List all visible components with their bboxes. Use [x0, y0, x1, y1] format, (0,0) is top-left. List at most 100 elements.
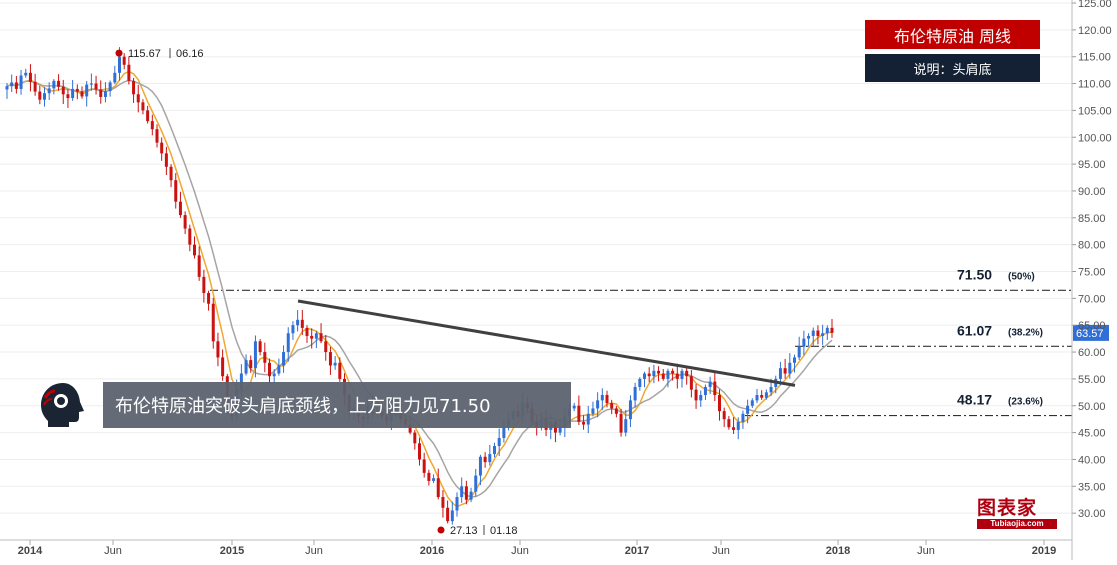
candle-body — [666, 370, 670, 379]
candle-body — [277, 365, 281, 374]
candle-body — [718, 395, 721, 412]
candle-body — [746, 405, 750, 414]
candle-body — [202, 276, 206, 293]
candle-body — [432, 478, 436, 481]
chart-title: 布伦特原油 周线 — [865, 20, 1040, 49]
headline-banner: 布伦特原油突破头肩底颈线，上方阻力见71.50 — [103, 382, 571, 428]
candle-body — [310, 335, 314, 339]
candle-body — [188, 228, 192, 245]
candle-body — [624, 419, 628, 433]
y-tick-label: 50.00 — [1078, 401, 1106, 413]
candle-body — [582, 421, 586, 425]
candle-body — [610, 403, 614, 409]
candle-body — [146, 110, 150, 122]
candle-body — [197, 255, 201, 277]
candle-body — [333, 362, 337, 366]
fib-level-price: 48.17 — [957, 392, 992, 408]
candle-body — [314, 333, 318, 339]
candle-body — [33, 81, 37, 92]
y-tick-label: 75.00 — [1078, 267, 1106, 279]
y-tick-label: 70.00 — [1078, 293, 1106, 305]
candle-body — [488, 454, 492, 463]
candle-body — [319, 333, 323, 342]
candle-body — [441, 497, 445, 508]
candle-body — [413, 432, 417, 444]
candle-body — [89, 83, 93, 85]
candle-body — [258, 341, 262, 353]
low-date-label: 01.18 — [490, 525, 518, 537]
candle-body — [19, 75, 23, 89]
candle-body — [286, 333, 290, 353]
y-tick-label: 30.00 — [1078, 508, 1106, 520]
candle-body — [741, 413, 745, 422]
candle-body — [769, 386, 773, 393]
candle-body — [85, 84, 89, 97]
x-tick-label: 2016 — [420, 545, 444, 557]
candle-body — [643, 373, 646, 379]
candle-body — [28, 72, 32, 82]
y-tick-label: 80.00 — [1078, 240, 1106, 252]
candle-body — [249, 360, 253, 369]
candle-body — [633, 386, 637, 401]
low-marker — [437, 526, 445, 534]
candle-body — [460, 486, 464, 498]
x-tick-label: 2015 — [220, 545, 244, 557]
candle-body — [408, 424, 412, 433]
candle-body — [174, 180, 178, 202]
candle-body — [685, 370, 689, 377]
candle-body — [638, 378, 642, 387]
candle-body — [727, 419, 731, 428]
candle-body — [450, 510, 454, 522]
neckline — [297, 299, 796, 387]
candle-body — [591, 408, 595, 414]
candle-body — [150, 121, 154, 130]
candle-body — [141, 102, 145, 111]
candle-body — [10, 82, 14, 87]
candle-body — [802, 338, 806, 347]
last-price-tag — [1073, 324, 1109, 341]
candle-body — [52, 80, 56, 89]
y-tick-label: 125.00 — [1078, 0, 1112, 10]
candle-body — [469, 491, 473, 500]
candle-body — [807, 335, 811, 339]
candle-body — [652, 370, 656, 377]
candle-body — [155, 129, 159, 143]
y-tick-label: 45.00 — [1078, 428, 1106, 440]
candle-body — [694, 389, 698, 401]
x-tick-label: 2018 — [826, 545, 850, 557]
candle-body — [57, 80, 61, 87]
y-tick-label: 35.00 — [1078, 481, 1106, 493]
candle-body — [793, 357, 796, 363]
candle-body — [169, 166, 173, 181]
candle-body — [722, 411, 726, 420]
candle-body — [43, 93, 46, 100]
candle-body — [600, 395, 604, 401]
candle-body — [661, 373, 665, 379]
candle-body — [680, 370, 684, 379]
candle-body — [216, 341, 220, 358]
candle-body — [207, 292, 211, 304]
y-tick-label: 85.00 — [1078, 213, 1106, 225]
candle-body — [328, 352, 332, 366]
candle-body — [675, 373, 679, 379]
x-tick-label: Jun — [104, 545, 122, 557]
candle-body — [71, 88, 75, 99]
candle-body — [647, 373, 651, 377]
y-tick-label: 90.00 — [1078, 186, 1106, 198]
candle-body — [825, 327, 829, 334]
candle-body — [122, 56, 126, 65]
head-profile-icon — [41, 383, 84, 427]
candle-body — [324, 341, 328, 353]
candle-body — [455, 497, 459, 511]
candle-body — [474, 475, 478, 492]
y-tick-label: 95.00 — [1078, 159, 1106, 171]
low-price-label: 27.13 — [450, 525, 478, 537]
candle-body — [244, 360, 248, 374]
x-tick-label: 2019 — [1032, 545, 1056, 557]
candle-body — [497, 437, 501, 447]
candle-body — [99, 89, 103, 97]
y-tick-label: 40.00 — [1078, 454, 1106, 466]
candle-body — [502, 427, 506, 438]
